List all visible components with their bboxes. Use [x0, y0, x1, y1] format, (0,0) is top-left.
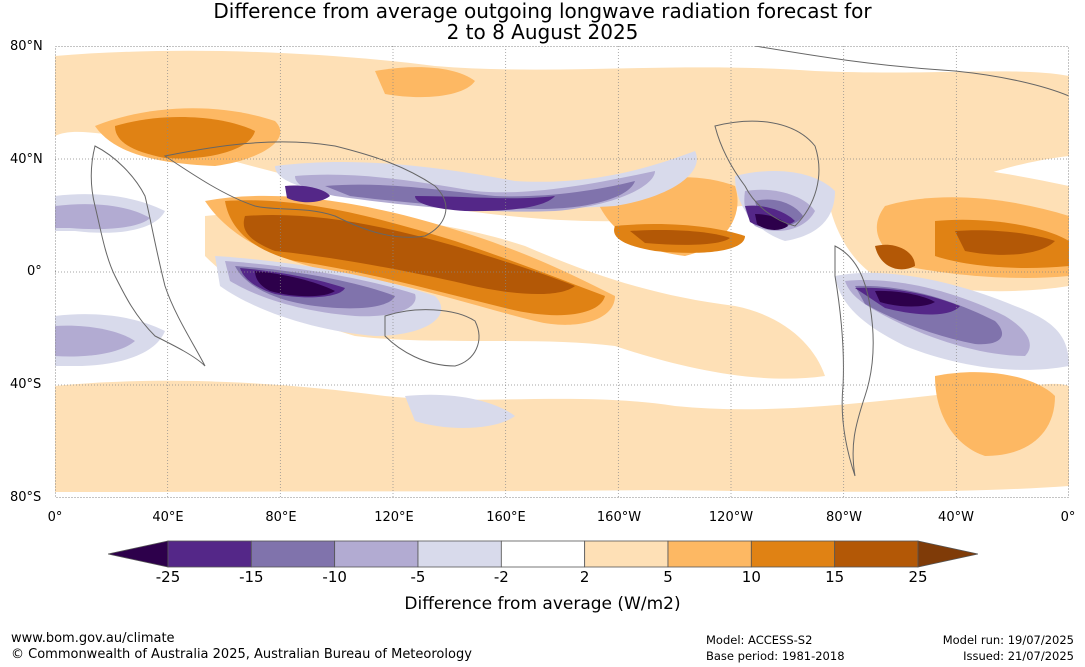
lon-label-40w: 40°W: [938, 510, 974, 525]
colorbar-segment: [500, 540, 586, 568]
coastlines: [90, 46, 1069, 477]
lat-label-40n: 40°N: [10, 152, 43, 167]
colorbar-segment: [834, 540, 919, 568]
map-title-line-1: Difference from average outgoing longwav…: [213, 0, 872, 23]
colorbar-tick-label: -10: [322, 568, 347, 586]
positive-anomaly-strongest: [243, 215, 1055, 295]
colorbar-title: Difference from average (W/m2): [404, 594, 681, 614]
colorbar-segment: [250, 540, 336, 568]
lon-label-80e: 80°E: [265, 510, 297, 525]
colorbar-tick-label: -25: [155, 568, 181, 586]
colorbar-extend-high: [917, 540, 978, 568]
colorbar-tick-label: 2: [579, 568, 590, 586]
colorbar-extend-low: [108, 540, 169, 568]
lat-label-80n: 80°N: [10, 39, 43, 54]
colorbar-segment: [334, 540, 419, 568]
lon-label-120e: 120°E: [374, 510, 414, 525]
footer-website: www.bom.gov.au/climate: [11, 631, 175, 646]
gridlines: [55, 46, 1069, 498]
lon-label-0: 0°: [47, 510, 63, 525]
colorbar-tick-label: -15: [239, 568, 264, 586]
colorbar-tick-label: 5: [663, 568, 673, 586]
lon-label-0-east: 0°: [1060, 510, 1076, 525]
colorbar-tick-label: -5: [410, 568, 426, 586]
lon-label-40e: 40°E: [152, 510, 184, 525]
olr-anomaly-map: [55, 46, 1069, 498]
colorbar: [108, 540, 978, 568]
map-title-line-2: 2 to 8 August 2025: [446, 20, 639, 44]
footer-copyright: © Commonwealth of Australia 2025, Austra…: [11, 647, 472, 662]
lon-label-80w: 80°W: [826, 510, 862, 525]
lat-label-40s: 40°S: [10, 377, 42, 392]
lon-label-120w: 120°W: [708, 510, 754, 525]
lat-label-equator: 0°: [27, 264, 42, 279]
footer-model-run: Model run: 19/07/2025: [942, 633, 1074, 647]
footer-issued: Issued: 21/07/2025: [963, 649, 1074, 663]
lat-label-80s: 80°S: [10, 490, 42, 505]
lon-label-160e: 160°E: [486, 510, 526, 525]
negative-anomaly-strongest: [255, 214, 935, 307]
colorbar-tick-label: 25: [908, 568, 928, 586]
colorbar-segment: [584, 540, 669, 568]
colorbar-tick-label: 10: [741, 568, 761, 586]
colorbar-segment: [667, 540, 752, 568]
colorbar-segment: [417, 540, 502, 568]
footer-base-period: Base period: 1981-2018: [706, 649, 845, 663]
footer-model: Model: ACCESS-S2: [706, 633, 813, 647]
lon-label-160w: 160°W: [596, 510, 642, 525]
colorbar-segment: [167, 540, 252, 568]
colorbar-segment: [750, 540, 836, 568]
colorbar-tick-label: -2: [493, 568, 509, 586]
colorbar-tick-label: 15: [825, 568, 845, 586]
